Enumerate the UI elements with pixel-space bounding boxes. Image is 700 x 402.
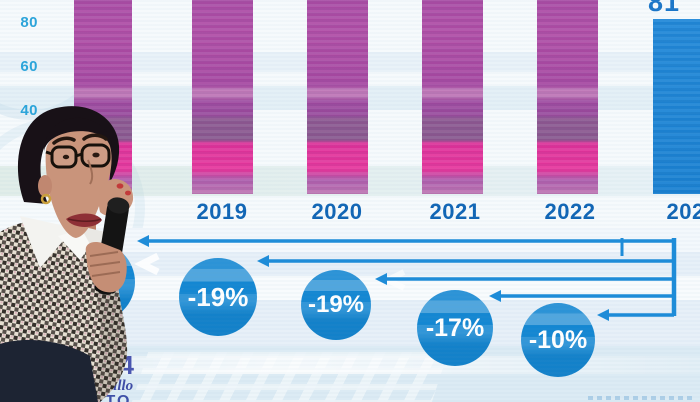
presenter-lips — [66, 213, 102, 227]
presenter-eyebrow — [52, 136, 76, 145]
x-axis-label-2023: 2023 — [666, 199, 700, 224]
arrow-group — [137, 235, 677, 321]
reduction-bubble-2020: -19% — [301, 270, 371, 340]
presenter-collar-left — [20, 216, 74, 268]
reduction-bubble-2021: -17% — [417, 290, 493, 366]
presenter-nose — [87, 159, 94, 185]
reduction-bubble-2019: -19% — [179, 258, 257, 336]
red-nail — [125, 190, 131, 196]
presenter-lips-line — [67, 218, 102, 222]
earring-icon — [40, 193, 52, 205]
bar-2021 — [422, 0, 483, 194]
presenter-hair — [17, 106, 120, 204]
presenter-eyebrow — [82, 133, 108, 141]
backdrop-chevron — [134, 252, 160, 276]
bar-2020 — [307, 0, 368, 194]
watermark-fragment: RTO — [92, 392, 132, 402]
bar-2022 — [537, 0, 598, 194]
presenter-head — [17, 106, 120, 268]
x-axis-label-2021: 2021 — [429, 199, 481, 224]
bar-2023-value-label: 81 — [648, 0, 681, 17]
y-axis-tick: 60 — [20, 58, 38, 75]
presenter-eye — [62, 154, 70, 160]
x-axis-label-2020: 2020 — [311, 199, 363, 224]
presenter-face — [45, 130, 112, 238]
x-axis-label-2022: 2022 — [544, 199, 596, 224]
backdrop-band — [0, 356, 700, 374]
presenter-arm-and-mic — [85, 179, 134, 295]
y-axis-tick: 40 — [20, 102, 38, 119]
red-nail — [116, 183, 124, 189]
presenter-collar-center — [58, 230, 94, 260]
footer-fineprint — [588, 396, 693, 400]
presenter-skirt — [0, 340, 98, 402]
x-axis-label-2019: 2019 — [196, 199, 248, 224]
presenter-ear — [38, 175, 52, 197]
reduction-bubble-2022: -10% — [521, 303, 595, 377]
presenter-hair-fringe — [44, 117, 112, 152]
presenter-fingers — [89, 251, 121, 277]
presenter-eye — [92, 152, 100, 158]
y-axis-tick: 80 — [20, 14, 38, 31]
bar-2019 — [192, 0, 253, 194]
bar-2023 — [653, 19, 700, 194]
